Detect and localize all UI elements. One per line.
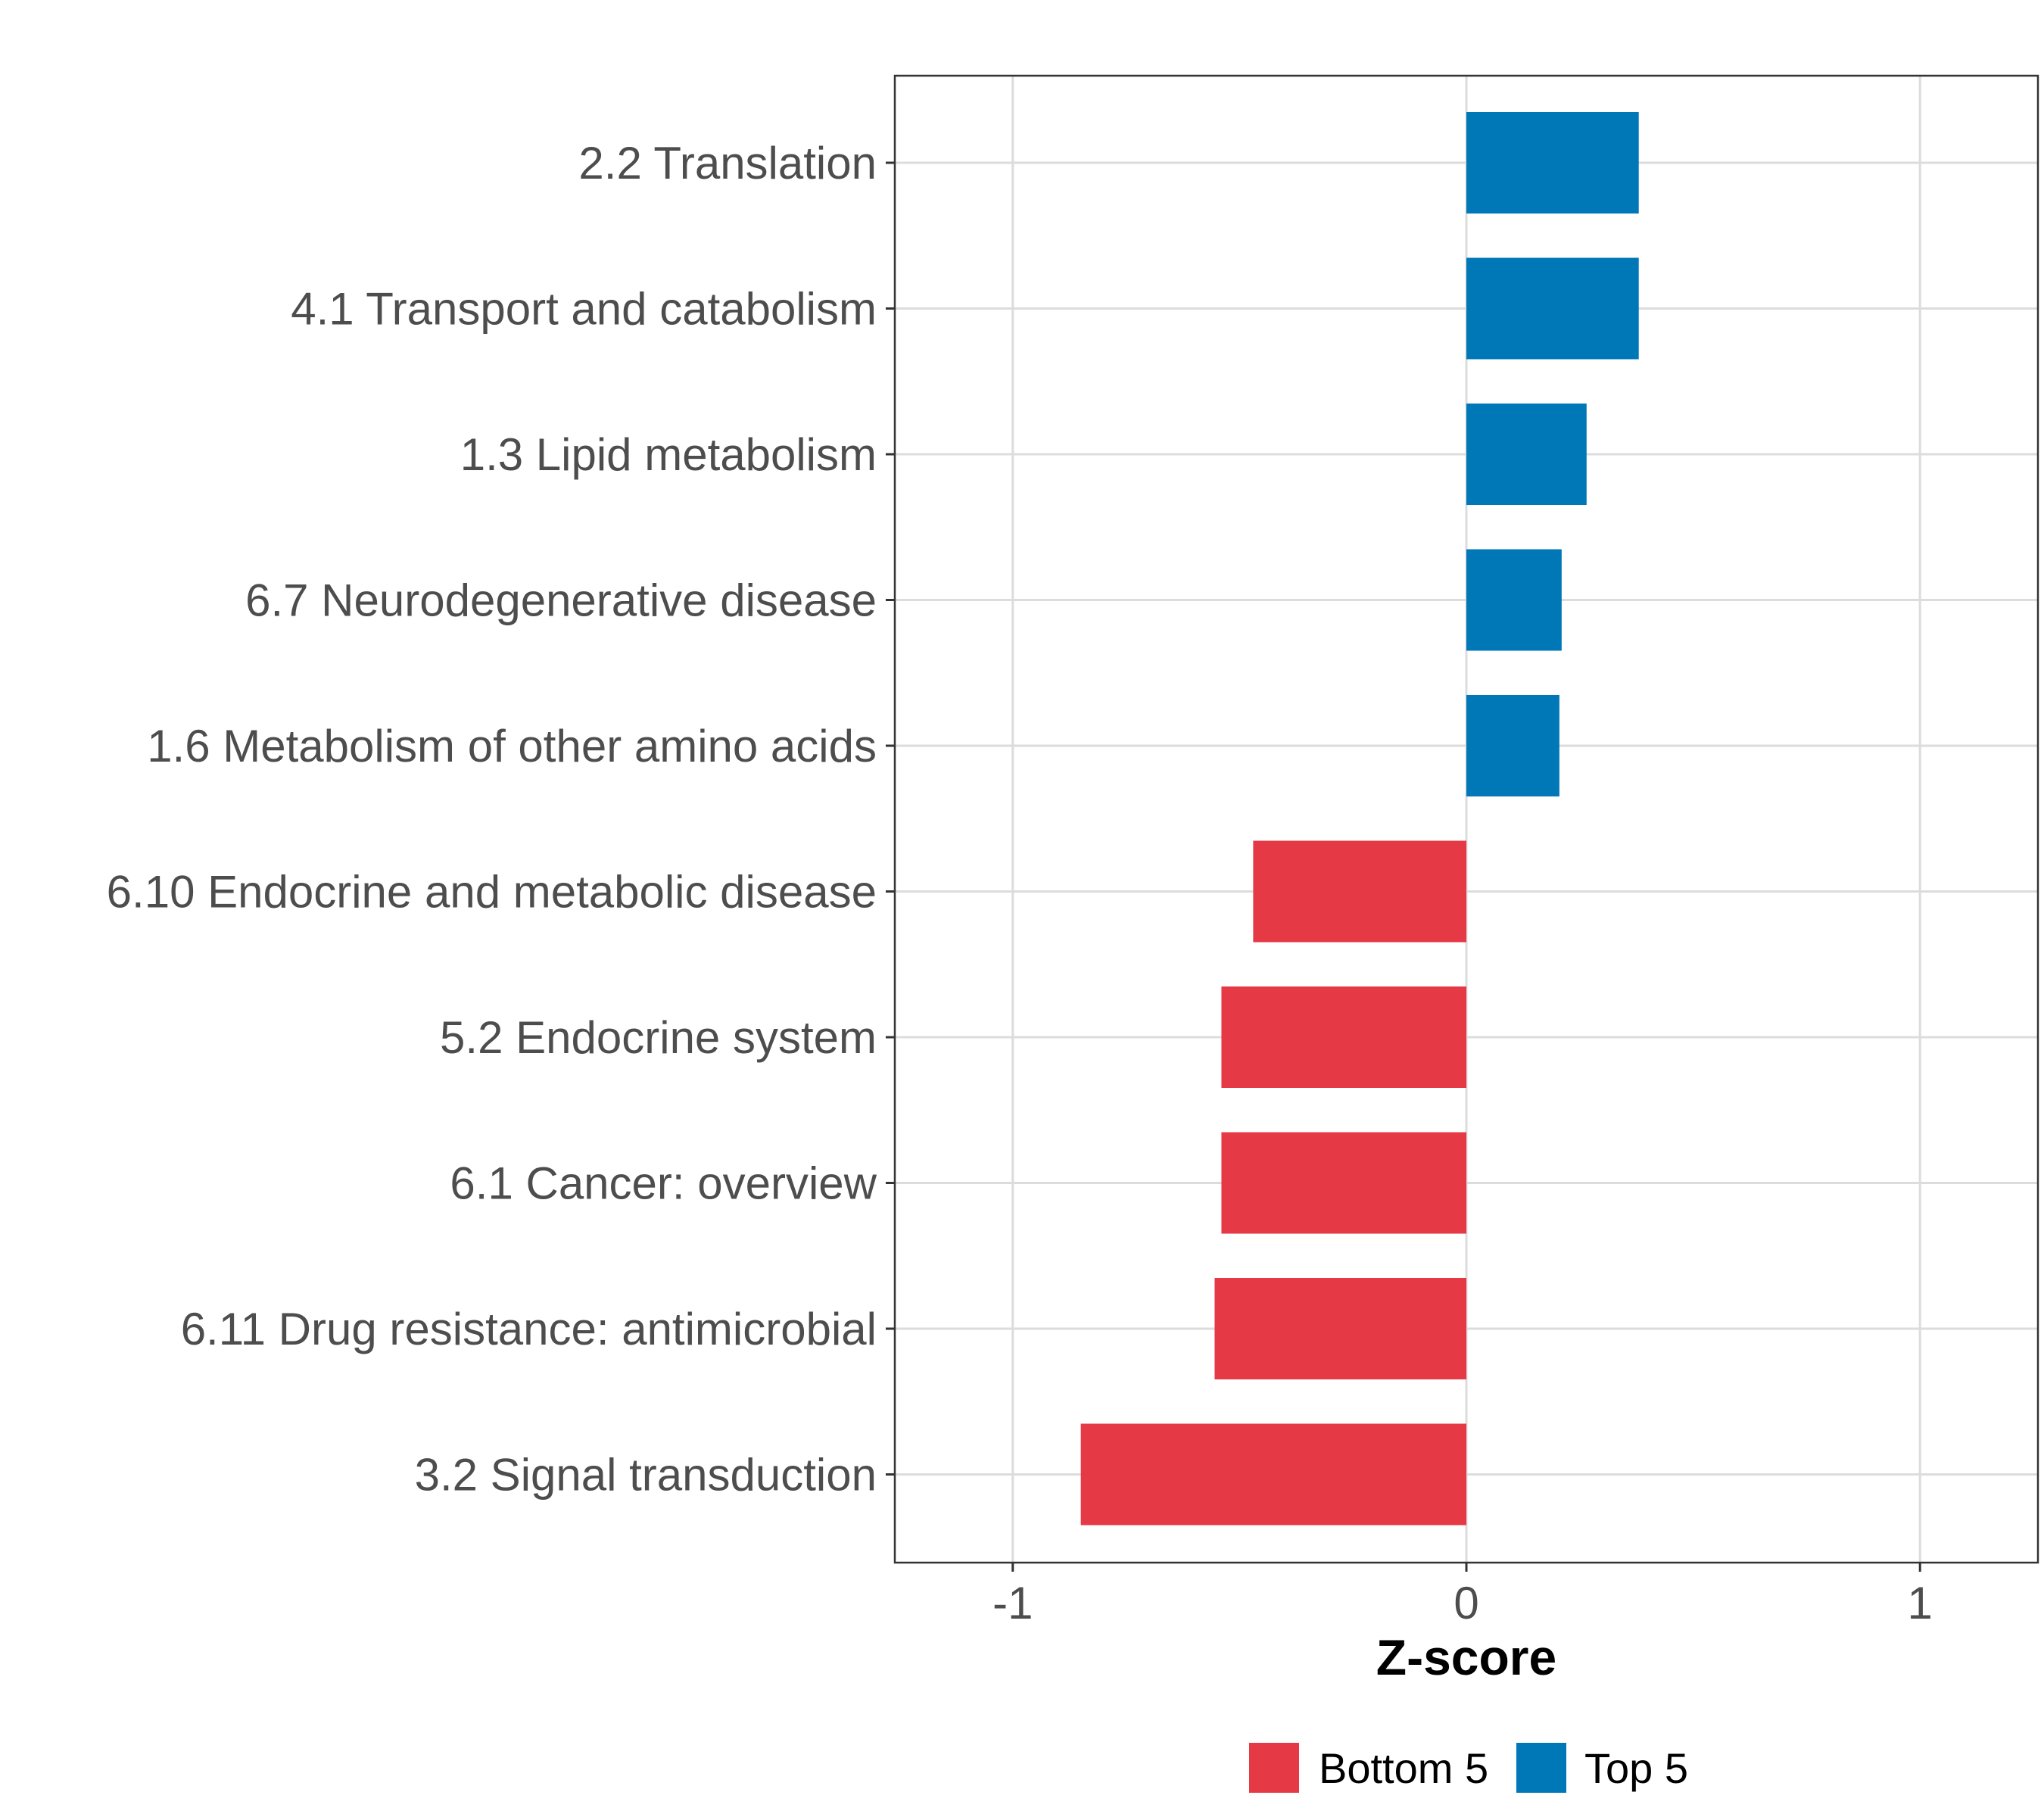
x-tick-label: -1: [992, 1578, 1033, 1628]
y-tick-label: 6.10 Endocrine and metabolic disease: [107, 867, 877, 918]
bar: [1466, 549, 1562, 651]
y-tick-label: 6.1 Cancer: overview: [450, 1158, 877, 1209]
bar: [1080, 1423, 1466, 1526]
legend-label: Top 5: [1584, 1744, 1688, 1792]
bar: [1466, 695, 1559, 796]
bar: [1466, 257, 1639, 360]
y-tick-label: 1.3 Lipid metabolism: [460, 429, 877, 480]
y-tick-label: 4.1 Transport and catabolism: [291, 284, 877, 335]
y-tick-label: 2.2 Translation: [578, 138, 877, 189]
x-tick-label: 0: [1454, 1578, 1478, 1628]
bar: [1214, 1278, 1466, 1379]
y-tick-label: 5.2 Endocrine system: [440, 1012, 877, 1063]
x-axis: -1 0 1: [992, 1563, 1933, 1628]
legend-key: [1249, 1743, 1299, 1793]
bar: [1466, 404, 1587, 505]
y-tick-label: 3.2 Signal transduction: [415, 1450, 877, 1501]
bar: [1221, 986, 1466, 1088]
legend: Bottom 5 Top 5: [1249, 1743, 1688, 1793]
x-axis-title: Z-score: [1376, 1629, 1556, 1685]
bar-layer: [1080, 112, 1639, 1526]
bar: [1253, 840, 1466, 943]
y-axis: 2.2 Translation 4.1 Transport and catabol…: [107, 138, 895, 1501]
y-tick-label: 6.11 Drug resistance: antimicrobial: [181, 1304, 877, 1354]
legend-label: Bottom 5: [1319, 1744, 1488, 1792]
x-tick-label: 1: [1908, 1578, 1933, 1628]
y-tick-label: 6.7 Neurodegenerative disease: [245, 575, 877, 626]
y-tick-label: 1.6 Metabolism of other amino acids: [147, 721, 877, 771]
bar: [1221, 1132, 1466, 1234]
bar: [1466, 112, 1639, 213]
legend-key: [1516, 1743, 1566, 1793]
